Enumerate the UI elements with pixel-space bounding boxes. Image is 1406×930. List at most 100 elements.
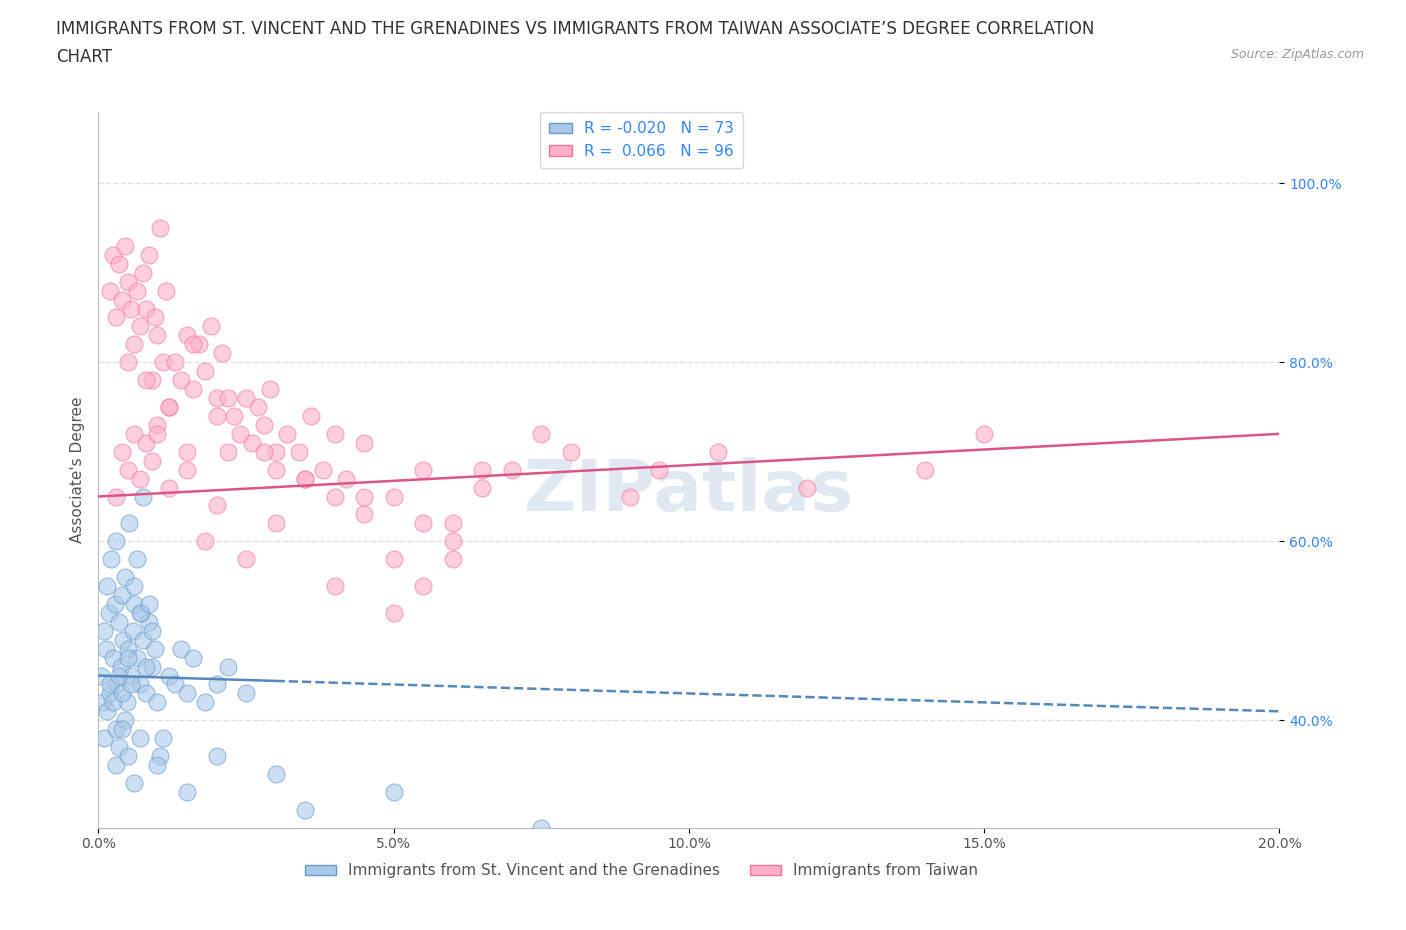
Point	[353, 507, 375, 522]
Point	[132, 632, 155, 647]
Point	[128, 472, 150, 486]
Point	[146, 695, 169, 710]
Point	[217, 445, 239, 459]
Point	[294, 472, 316, 486]
Point	[217, 391, 239, 405]
Point	[132, 489, 155, 504]
Point	[105, 758, 128, 773]
Point	[146, 426, 169, 442]
Point	[530, 426, 553, 442]
Point	[235, 686, 257, 701]
Point	[211, 346, 233, 361]
Point	[138, 596, 160, 611]
Point	[118, 516, 141, 531]
Point	[530, 820, 553, 835]
Point	[253, 445, 276, 459]
Point	[117, 274, 139, 289]
Point	[91, 695, 114, 710]
Point	[105, 534, 128, 549]
Point	[165, 677, 187, 692]
Point	[294, 472, 316, 486]
Point	[205, 677, 228, 692]
Point	[181, 381, 204, 396]
Point	[194, 364, 217, 379]
Point	[176, 328, 198, 343]
Point	[125, 551, 148, 566]
Point	[146, 758, 169, 773]
Point	[125, 284, 148, 299]
Point	[120, 301, 142, 316]
Point	[205, 749, 228, 764]
Point	[135, 435, 157, 450]
Point	[264, 516, 287, 531]
Point	[181, 650, 204, 665]
Point	[353, 489, 375, 504]
Point	[176, 785, 198, 800]
Point	[138, 247, 160, 262]
Point	[382, 785, 405, 800]
Point	[152, 355, 174, 370]
Point	[170, 373, 193, 388]
Point	[560, 445, 582, 459]
Point	[117, 749, 139, 764]
Point	[205, 408, 228, 423]
Point	[103, 650, 125, 665]
Point	[114, 238, 136, 253]
Point	[323, 489, 346, 504]
Point	[108, 739, 131, 754]
Point	[141, 623, 163, 638]
Point	[205, 498, 228, 513]
Y-axis label: Associate's Degree: Associate's Degree	[69, 396, 84, 543]
Point	[157, 480, 180, 495]
Point	[176, 462, 198, 477]
Point	[132, 265, 155, 280]
Point	[122, 337, 145, 352]
Point	[135, 659, 157, 674]
Point	[181, 337, 204, 352]
Point	[122, 578, 145, 593]
Point	[441, 551, 464, 566]
Point	[217, 659, 239, 674]
Point	[157, 400, 180, 415]
Point	[187, 337, 209, 352]
Point	[98, 677, 121, 692]
Point	[412, 516, 434, 531]
Point	[129, 605, 152, 620]
Point	[382, 489, 405, 504]
Point	[288, 445, 311, 459]
Point	[471, 462, 494, 477]
Point	[120, 668, 142, 683]
Point	[501, 462, 523, 477]
Point	[200, 319, 222, 334]
Point	[105, 722, 128, 737]
Point	[98, 284, 121, 299]
Text: CHART: CHART	[56, 48, 112, 66]
Point	[138, 615, 160, 630]
Point	[111, 588, 134, 603]
Point	[235, 551, 257, 566]
Point	[111, 722, 134, 737]
Point	[235, 391, 257, 405]
Point	[276, 426, 298, 442]
Point	[103, 247, 125, 262]
Point	[128, 731, 150, 746]
Point	[155, 284, 177, 299]
Text: IMMIGRANTS FROM ST. VINCENT AND THE GRENADINES VS IMMIGRANTS FROM TAIWAN ASSOCIA: IMMIGRANTS FROM ST. VINCENT AND THE GREN…	[56, 20, 1095, 38]
Point	[100, 551, 122, 566]
Point	[111, 686, 134, 701]
Point	[176, 686, 198, 701]
Point	[122, 426, 145, 442]
Point	[264, 766, 287, 781]
Point	[114, 569, 136, 585]
Point	[135, 301, 157, 316]
Text: Source: ZipAtlas.com: Source: ZipAtlas.com	[1230, 48, 1364, 61]
Point	[141, 453, 163, 468]
Point	[796, 480, 818, 495]
Point	[176, 445, 198, 459]
Point	[382, 551, 405, 566]
Point	[108, 668, 131, 683]
Point	[170, 642, 193, 657]
Point	[323, 426, 346, 442]
Point	[264, 445, 287, 459]
Point	[194, 695, 217, 710]
